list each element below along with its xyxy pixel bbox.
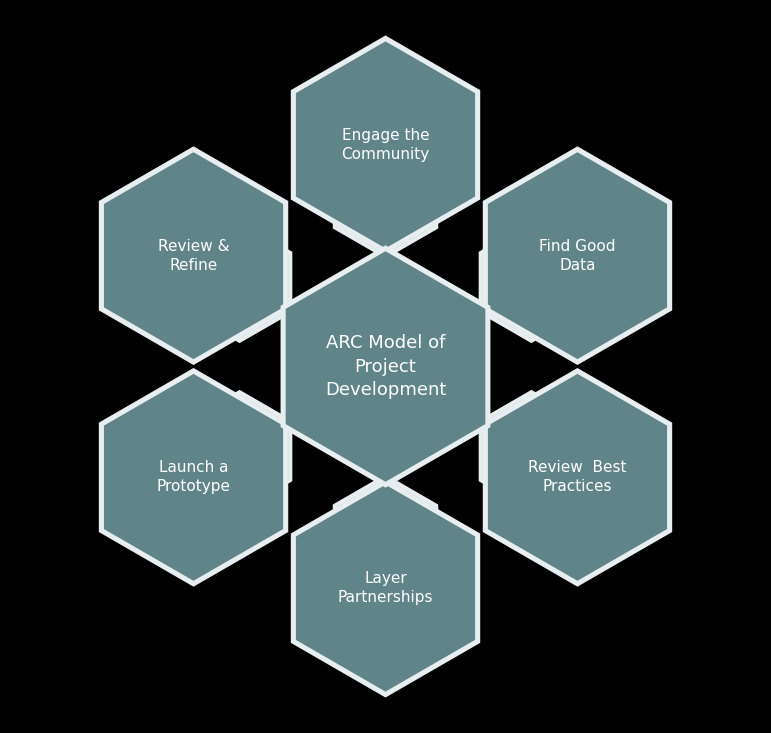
Text: Review &
Refine: Review & Refine: [158, 238, 229, 273]
Text: Launch a
Prototype: Launch a Prototype: [157, 460, 231, 495]
Polygon shape: [488, 152, 667, 359]
Polygon shape: [337, 142, 434, 254]
Polygon shape: [479, 221, 584, 343]
Polygon shape: [286, 251, 485, 482]
Polygon shape: [99, 368, 288, 586]
Polygon shape: [291, 35, 480, 254]
Polygon shape: [488, 374, 667, 581]
Polygon shape: [104, 374, 283, 581]
Polygon shape: [483, 226, 580, 339]
Polygon shape: [483, 368, 672, 586]
Polygon shape: [291, 479, 480, 698]
Polygon shape: [281, 246, 490, 487]
Polygon shape: [333, 137, 438, 259]
Polygon shape: [99, 147, 288, 365]
Polygon shape: [333, 474, 438, 596]
Polygon shape: [483, 394, 580, 507]
Text: ARC Model of
Project
Development: ARC Model of Project Development: [325, 334, 446, 399]
Polygon shape: [337, 479, 434, 591]
Polygon shape: [191, 226, 288, 339]
Text: Find Good
Data: Find Good Data: [539, 238, 616, 273]
Polygon shape: [191, 394, 288, 507]
Polygon shape: [483, 147, 672, 365]
Text: Engage the
Community: Engage the Community: [342, 128, 429, 162]
Polygon shape: [296, 41, 475, 248]
Polygon shape: [296, 485, 475, 692]
Text: Layer
Partnerships: Layer Partnerships: [338, 571, 433, 605]
Polygon shape: [104, 152, 283, 359]
Polygon shape: [479, 390, 584, 512]
Polygon shape: [187, 221, 292, 343]
Polygon shape: [187, 390, 292, 512]
Text: Review  Best
Practices: Review Best Practices: [528, 460, 627, 495]
